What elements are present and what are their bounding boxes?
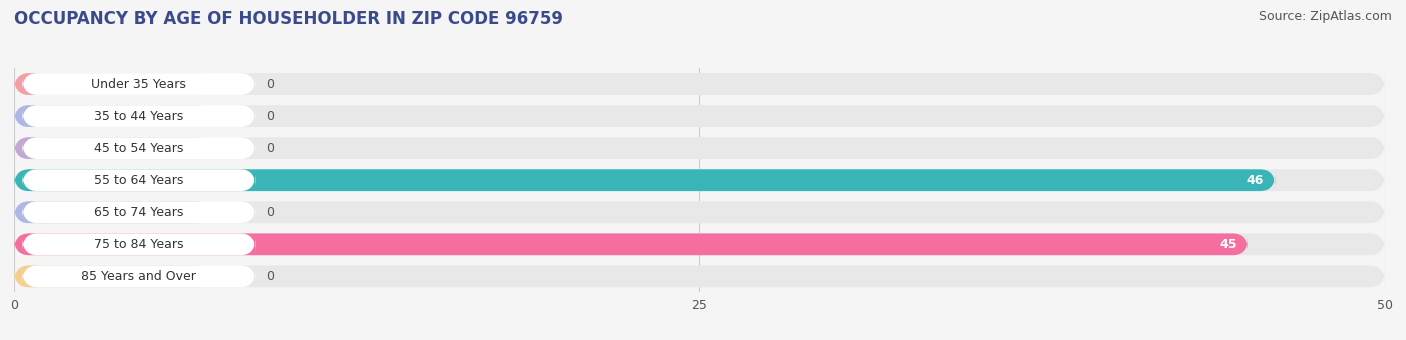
- Text: 0: 0: [266, 78, 274, 90]
- Text: 46: 46: [1247, 174, 1264, 187]
- Text: 45 to 54 Years: 45 to 54 Years: [94, 142, 184, 155]
- Text: 75 to 84 Years: 75 to 84 Years: [94, 238, 184, 251]
- FancyBboxPatch shape: [22, 266, 256, 287]
- FancyBboxPatch shape: [14, 73, 1385, 95]
- Text: 0: 0: [266, 206, 274, 219]
- FancyBboxPatch shape: [14, 266, 212, 287]
- FancyBboxPatch shape: [22, 73, 256, 95]
- Text: 65 to 74 Years: 65 to 74 Years: [94, 206, 184, 219]
- FancyBboxPatch shape: [14, 137, 1385, 159]
- Text: 0: 0: [266, 142, 274, 155]
- FancyBboxPatch shape: [14, 201, 212, 223]
- Text: 55 to 64 Years: 55 to 64 Years: [94, 174, 184, 187]
- FancyBboxPatch shape: [14, 105, 1385, 127]
- Text: 0: 0: [266, 270, 274, 283]
- Text: 35 to 44 Years: 35 to 44 Years: [94, 109, 183, 123]
- FancyBboxPatch shape: [22, 201, 256, 223]
- Text: 0: 0: [266, 109, 274, 123]
- FancyBboxPatch shape: [14, 234, 1385, 255]
- Text: OCCUPANCY BY AGE OF HOUSEHOLDER IN ZIP CODE 96759: OCCUPANCY BY AGE OF HOUSEHOLDER IN ZIP C…: [14, 10, 562, 28]
- FancyBboxPatch shape: [14, 169, 1275, 191]
- Text: Under 35 Years: Under 35 Years: [91, 78, 186, 90]
- FancyBboxPatch shape: [22, 169, 256, 191]
- Text: Source: ZipAtlas.com: Source: ZipAtlas.com: [1258, 10, 1392, 23]
- FancyBboxPatch shape: [14, 137, 212, 159]
- FancyBboxPatch shape: [14, 169, 1385, 191]
- FancyBboxPatch shape: [14, 201, 1385, 223]
- FancyBboxPatch shape: [14, 105, 212, 127]
- FancyBboxPatch shape: [22, 234, 256, 255]
- Text: 85 Years and Over: 85 Years and Over: [82, 270, 197, 283]
- FancyBboxPatch shape: [14, 73, 212, 95]
- Text: 45: 45: [1219, 238, 1237, 251]
- FancyBboxPatch shape: [22, 105, 256, 127]
- FancyBboxPatch shape: [14, 266, 1385, 287]
- FancyBboxPatch shape: [22, 137, 256, 159]
- FancyBboxPatch shape: [14, 234, 1249, 255]
